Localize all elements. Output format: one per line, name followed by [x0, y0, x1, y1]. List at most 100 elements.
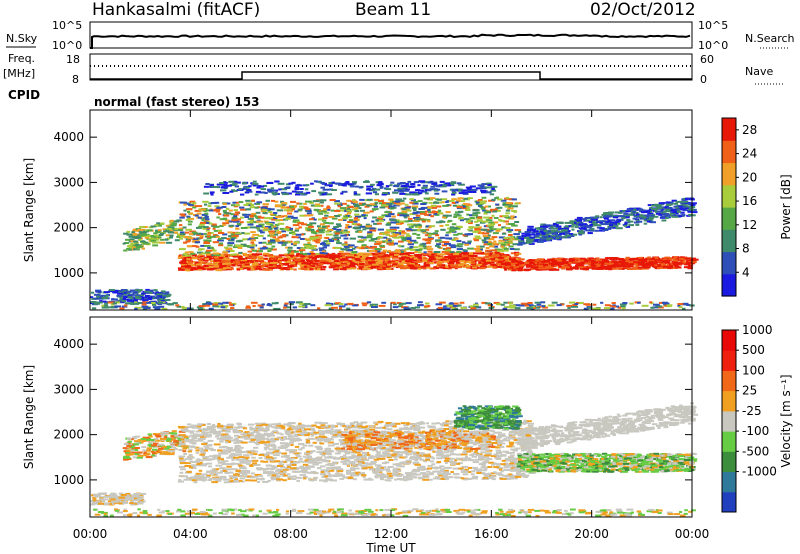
- heatmap-cell: [420, 206, 428, 209]
- heatmap-cell: [201, 213, 208, 216]
- heatmap-cell: [261, 303, 265, 306]
- heatmap-cell: [367, 231, 373, 234]
- heatmap-cell: [659, 216, 667, 219]
- heatmap-cell: [359, 261, 364, 264]
- heatmap-cell: [181, 305, 185, 308]
- heatmap-cell: [366, 257, 373, 260]
- heatmap-cell: [510, 266, 514, 269]
- heatmap-cell: [294, 229, 299, 232]
- heatmap-cell: [216, 269, 223, 272]
- heatmap-cell: [385, 223, 391, 226]
- heatmap-cell: [100, 294, 106, 297]
- heatmap-cell: [426, 305, 431, 308]
- heatmap-cell: [607, 215, 612, 218]
- heatmap-cell: [571, 228, 575, 231]
- heatmap-cell: [394, 232, 402, 235]
- heatmap-cell: [303, 257, 310, 259]
- heatmap-cell: [232, 201, 238, 204]
- heatmap-cell: [441, 244, 448, 247]
- heatmap-cell: [492, 266, 498, 269]
- heatmap-cell: [457, 264, 464, 267]
- heatmap-cell: [601, 223, 608, 226]
- heatmap-cell: [215, 263, 219, 266]
- heatmap-cell: [526, 241, 533, 244]
- heatmap-cell: [312, 200, 320, 203]
- heatmap-cell: [450, 181, 457, 184]
- heatmap-cell: [682, 307, 686, 310]
- heatmap-cell: [198, 259, 203, 262]
- heatmap-cell: [477, 259, 483, 262]
- heatmap-cell: [240, 208, 247, 211]
- heatmap-cell: [492, 240, 497, 243]
- heatmap-cell: [502, 215, 509, 217]
- heatmap-cell: [475, 203, 483, 206]
- heatmap-cell: [539, 233, 544, 236]
- heatmap-cell: [256, 255, 260, 258]
- heatmap-cell: [185, 228, 192, 231]
- heatmap-cell: [549, 264, 557, 267]
- heatmap-cell: [563, 226, 570, 229]
- heatmap-cell: [368, 249, 375, 252]
- heatmap-cell: [377, 263, 383, 265]
- heatmap-cell: [369, 210, 374, 213]
- heatmap-cell: [684, 202, 691, 204]
- heatmap-cell: [462, 249, 467, 252]
- heatmap-cell: [289, 205, 295, 208]
- heatmap-cell: [542, 264, 548, 266]
- heatmap-cell: [278, 204, 283, 207]
- heatmap-cell: [399, 192, 407, 195]
- heatmap-cell: [334, 200, 340, 203]
- heatmap-cell: [236, 268, 240, 271]
- heatmap-cell: [298, 226, 302, 229]
- heatmap-cell: [249, 237, 256, 240]
- heatmap-cell: [355, 255, 360, 258]
- heatmap-cell: [455, 204, 461, 207]
- heatmap-cell: [525, 264, 531, 267]
- heatmap-cell: [206, 255, 212, 258]
- heatmap-cell: [258, 241, 263, 244]
- heatmap-cell: [368, 246, 375, 249]
- heatmap-cell: [627, 263, 633, 266]
- heatmap-cell: [207, 246, 213, 249]
- heatmap-cell: [126, 230, 131, 233]
- heatmap-cell: [325, 225, 330, 228]
- heatmap-cell: [335, 223, 341, 226]
- heatmap-cell: [658, 213, 663, 216]
- heatmap-cell: [392, 262, 397, 265]
- heatmap-cell: [210, 246, 214, 249]
- heatmap-cell: [289, 303, 294, 306]
- heatmap-cell: [385, 188, 392, 191]
- heatmap-cell: [141, 228, 146, 231]
- heatmap-cell: [473, 303, 479, 306]
- heatmap-cell: [578, 266, 584, 269]
- heatmap-cell: [447, 219, 453, 222]
- heatmap-cell: [231, 219, 238, 222]
- heatmap-cell: [505, 263, 511, 266]
- heatmap-cell: [420, 203, 427, 205]
- heatmap-cell: [687, 259, 693, 262]
- heatmap-cell: [390, 219, 397, 222]
- heatmap-cell: [604, 260, 608, 263]
- heatmap-cell: [582, 218, 587, 221]
- heatmap-cell: [520, 302, 527, 305]
- heatmap-cell: [223, 211, 227, 214]
- heatmap-cell: [428, 258, 435, 260]
- heatmap-cell: [395, 249, 401, 252]
- heatmap-cell: [490, 189, 497, 192]
- heatmap-cell: [237, 245, 244, 247]
- heatmap-cell: [309, 236, 315, 239]
- heatmap-cell: [386, 229, 392, 232]
- heatmap-cell: [322, 266, 327, 268]
- heatmap-cell: [408, 258, 414, 261]
- heatmap-cell: [291, 190, 297, 193]
- heatmap-cell: [623, 212, 629, 215]
- heatmap-cell: [285, 246, 291, 249]
- heatmap-cell: [414, 192, 421, 195]
- heatmap-cell: [402, 189, 409, 192]
- heatmap-cell: [468, 229, 473, 232]
- heatmap-cell: [141, 247, 145, 250]
- heatmap-cell: [269, 232, 276, 235]
- heatmap-cell: [661, 219, 667, 222]
- heatmap-cell: [456, 206, 463, 209]
- heatmap-cell: [296, 301, 303, 304]
